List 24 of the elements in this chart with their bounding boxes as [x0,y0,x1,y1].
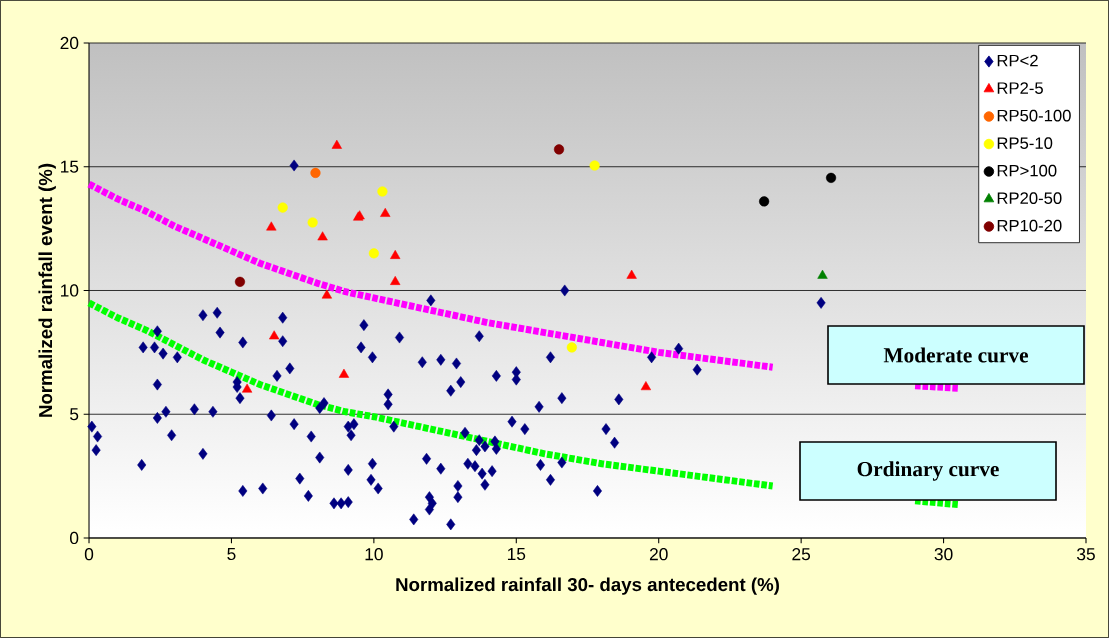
annotation: Ordinary curve [857,461,999,481]
x-tick-label: 25 [792,548,811,561]
legend-label: RP50-100 [997,109,1071,122]
legend-label: RP>100 [997,164,1057,177]
y-tick-label: 10 [61,284,79,297]
annotation: Moderate curve [883,347,1029,363]
x-tick-label: 30 [934,548,953,561]
y-tick-label: 0 [70,531,79,545]
x-tick-label: 0 [84,548,94,561]
legend-label: RP5-10 [997,137,1053,150]
legend-label: RP10-20 [997,219,1062,232]
x-tick-label: 10 [365,548,383,561]
y-tick-label: 20 [60,36,79,50]
x-axis-title: Normalized rainfall 30- days antecedent (%) [396,577,779,595]
x-tick-label: 20 [649,548,668,561]
x-tick-label: 35 [1077,548,1095,561]
x-tick-label: 5 [227,548,236,561]
y-axis-title: Normalized rainfall event (%) [38,163,56,417]
y-tick-label: 5 [70,408,79,421]
legend-label: RP<2 [997,54,1038,67]
legend-label: RP2-5 [997,82,1043,95]
x-tick-label: 15 [507,548,526,561]
legend-label: RP20-50 [997,192,1062,205]
y-tick-label: 15 [61,160,79,173]
